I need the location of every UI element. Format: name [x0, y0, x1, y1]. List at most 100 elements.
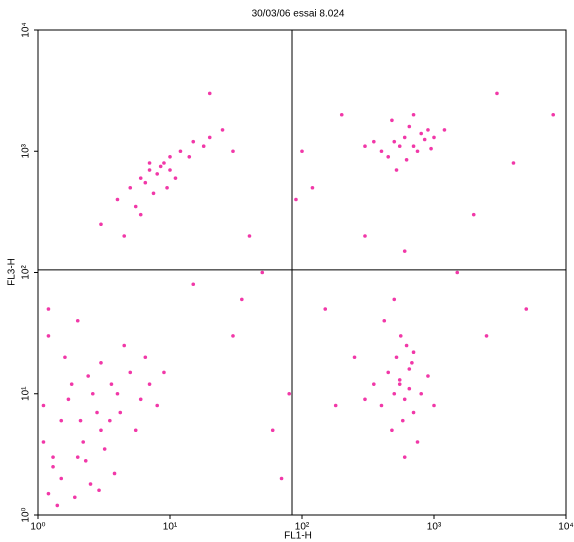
- data-point: [422, 137, 427, 142]
- data-point: [323, 307, 328, 311]
- x-tick-label: 10⁴: [558, 522, 573, 533]
- data-point: [402, 455, 407, 459]
- data-point: [394, 168, 399, 172]
- data-point: [400, 418, 405, 423]
- data-point: [511, 161, 516, 165]
- data-point: [75, 455, 80, 459]
- data-point: [109, 382, 114, 386]
- data-point: [133, 428, 138, 433]
- data-point: [128, 370, 133, 375]
- data-point: [379, 403, 384, 408]
- data-point: [363, 234, 367, 238]
- data-point: [247, 234, 252, 238]
- data-point: [138, 176, 143, 180]
- data-point: [407, 386, 412, 391]
- data-point: [432, 135, 436, 140]
- data-point: [386, 370, 391, 375]
- data-point: [108, 418, 112, 423]
- data-point: [59, 418, 64, 423]
- data-point: [51, 455, 55, 459]
- data-point: [118, 410, 123, 415]
- data-point: [382, 318, 387, 323]
- data-point: [363, 397, 367, 402]
- data-point: [352, 355, 357, 360]
- data-point: [95, 410, 99, 415]
- data-point: [81, 440, 85, 444]
- data-point: [86, 374, 90, 378]
- data-point: [178, 149, 183, 154]
- data-point: [41, 403, 46, 408]
- data-point: [410, 360, 414, 365]
- data-point: [115, 391, 120, 396]
- data-point: [128, 185, 133, 190]
- y-tick-label: 10⁰: [21, 507, 32, 522]
- data-point: [411, 410, 416, 415]
- data-point: [471, 212, 476, 217]
- data-point: [294, 197, 298, 202]
- data-point: [72, 495, 77, 500]
- data-point: [551, 112, 556, 117]
- data-point: [162, 370, 166, 375]
- data-point: [310, 185, 315, 190]
- data-point: [151, 191, 156, 196]
- data-point: [90, 391, 95, 396]
- data-point: [270, 428, 275, 433]
- x-axis-label: FL1-H: [284, 531, 312, 542]
- data-point: [392, 391, 397, 396]
- data-point: [372, 139, 376, 144]
- data-point: [147, 161, 152, 165]
- data-point: [404, 343, 409, 348]
- data-point: [411, 350, 416, 355]
- data-point: [99, 428, 103, 433]
- x-tick-label: 10¹: [163, 522, 178, 533]
- data-point: [394, 355, 399, 360]
- data-point: [372, 382, 376, 386]
- data-point: [97, 488, 101, 493]
- data-point: [191, 139, 196, 144]
- data-point: [207, 91, 212, 96]
- data-point: [51, 464, 55, 469]
- data-point: [429, 146, 433, 151]
- data-point: [41, 440, 46, 444]
- data-point: [220, 128, 225, 132]
- data-point: [69, 382, 74, 386]
- data-point: [168, 168, 172, 172]
- data-point: [398, 334, 403, 338]
- data-point: [46, 491, 51, 496]
- data-point: [147, 382, 152, 386]
- data-point: [83, 458, 88, 463]
- data-point: [390, 428, 394, 433]
- x-tick-label: 10³: [427, 522, 442, 533]
- y-tick-label: 10²: [21, 265, 32, 280]
- data-point: [419, 391, 424, 396]
- data-point: [397, 144, 402, 149]
- data-point: [402, 135, 407, 140]
- data-point: [379, 149, 384, 154]
- y-tick-label: 10³: [21, 143, 32, 158]
- data-point: [279, 476, 284, 481]
- data-point: [66, 397, 71, 402]
- data-point: [59, 476, 64, 481]
- data-point: [287, 391, 292, 396]
- data-point: [46, 307, 51, 311]
- data-point: [397, 378, 402, 382]
- data-point: [63, 355, 67, 360]
- data-point: [240, 297, 244, 302]
- data-point: [363, 144, 367, 149]
- y-tick-label: 10¹: [21, 386, 32, 401]
- data-point: [115, 197, 120, 202]
- data-point: [155, 172, 160, 176]
- data-point: [411, 144, 416, 149]
- y-axis-label: FL3-H: [7, 258, 18, 286]
- data-point: [191, 282, 196, 287]
- data-point: [455, 270, 460, 275]
- data-point: [524, 307, 529, 311]
- chart-title: 30/03/06 essai 8.024: [252, 9, 345, 20]
- data-point: [495, 91, 499, 96]
- data-point: [165, 185, 169, 190]
- data-point: [55, 503, 60, 508]
- x-tick-label: 10⁰: [30, 522, 45, 533]
- data-point: [339, 112, 344, 117]
- data-point: [426, 128, 430, 132]
